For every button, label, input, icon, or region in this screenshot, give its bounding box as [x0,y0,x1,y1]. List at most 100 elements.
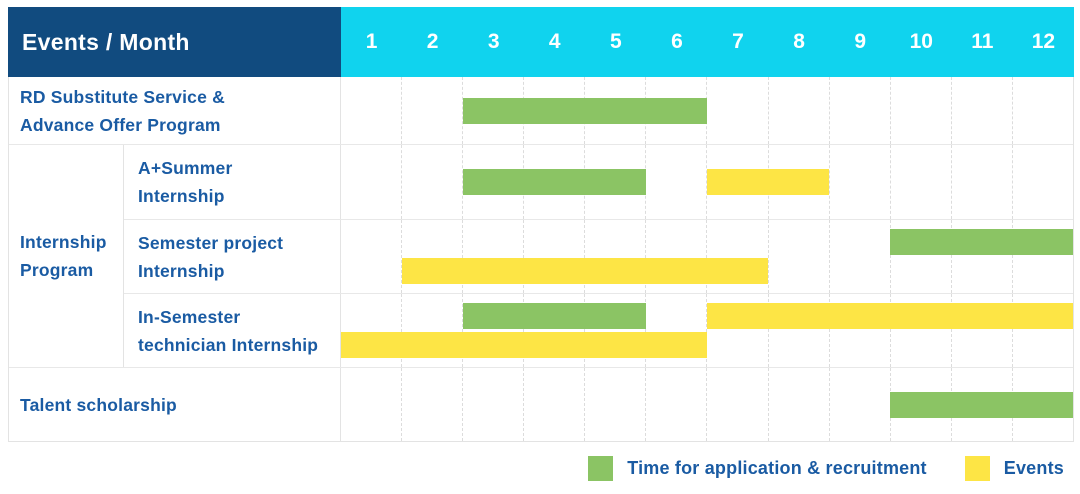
bar-lines [341,368,1073,441]
bar-lines [341,294,1073,367]
legend-item-events: Events [964,456,1064,481]
month-header-2: 2 [426,30,439,53]
grid-cell-month-10 [889,145,951,219]
bar-line [341,391,1073,418]
events-bar [707,303,1073,329]
recruitment-bar [890,391,1073,418]
grid-cell-month-7 [706,294,767,367]
grid-cell-month-6 [645,368,706,441]
table-row-in-semester: In-Semester technician Internship [124,293,1073,367]
internship-program-rows: A+Summer Internship Semester project Int… [124,145,1073,367]
grid-cell-month-7 [706,368,767,441]
table-row-semester-project: Semester project Internship [124,219,1073,293]
bar-line [341,332,1073,358]
legend-item-recruitment: Time for application & recruitment [588,456,927,481]
grid-cell-month-11 [950,145,1012,219]
month-header-5: 5 [610,30,622,53]
grid-cell-month-7 [706,220,767,293]
table-row-talent-scholarship: Talent scholarship [9,367,1073,441]
table-row-rd-substitute: RD Substitute Service & Advance Offer Pr… [9,76,1073,144]
grid-cell-month-3 [462,368,523,441]
gantt-table: Events / Month 1 2 3 4 5 6 7 8 9 10 11 12 RD Substi… [8,7,1074,442]
events-swatch-icon [964,456,990,481]
grid-cell-month-2 [401,294,462,367]
bar-lines [341,220,1073,293]
bar-line [341,258,1073,284]
grid-cell-month-2 [401,145,462,219]
month-gridlines [341,294,1073,367]
recruitment-bar [463,303,646,329]
bar-line [341,303,1073,329]
recruitment-bar [463,97,707,124]
month-header-10: 10 [909,30,933,53]
grid-cell-month-5 [584,294,645,367]
grid-cell-month-12 [1011,145,1073,219]
grid-cell-month-3 [462,77,523,144]
row-label-in-semester: In-Semester technician Internship [124,294,341,367]
legend-label-events: Events [1003,458,1064,478]
row-label-a-summer: A+Summer Internship [124,145,341,219]
grid-cell-month-3 [462,294,523,367]
grid-cell-month-4 [523,368,584,441]
grid-cell-month-10 [889,220,951,293]
grid-cell-month-8 [767,220,829,293]
grid-cell-month-12 [1011,294,1073,367]
events-month-header-cell: Events / Month [8,7,341,77]
month-header-8: 8 [793,30,805,53]
grid-cell-month-9 [828,77,890,144]
timeline-a-summer [341,145,1073,219]
bar-line [341,97,1073,124]
row-label-talent-scholarship: Talent scholarship [9,368,341,441]
grid-cell-month-10 [889,294,951,367]
recruitment-bar [890,229,1073,255]
grid-cell-month-8 [767,294,829,367]
timeline-talent-scholarship [341,368,1073,441]
events-bar [341,332,707,358]
grid-cell-month-4 [523,220,584,293]
events-bar [707,169,829,195]
grid-cell-month-2 [401,77,462,144]
grid-cell-month-11 [950,77,1012,144]
bar-lines [341,77,1073,144]
grid-cell-month-9 [828,294,890,367]
grid-cell-month-3 [462,145,523,219]
timeline-in-semester [341,294,1073,367]
grid-cell-month-2 [401,220,462,293]
month-header-11: 11 [971,30,994,53]
month-header-row: 1 2 3 4 5 6 7 8 9 10 11 12 [341,7,1074,77]
bar-lines [341,145,1073,219]
grid-cell-month-11 [950,294,1012,367]
grid-cell-month-5 [584,368,645,441]
group-label-internship-program: Internship Program [9,145,124,367]
grid-cell-month-3 [462,220,523,293]
legend: Time for application & recruitment Event… [8,456,1064,481]
grid-cell-month-6 [645,294,706,367]
grid-cell-month-9 [828,220,890,293]
table-row-a-summer: A+Summer Internship [124,145,1073,219]
month-header-3: 3 [487,30,500,53]
month-header-1: 1 [365,30,378,53]
grid-cell-month-9 [828,368,890,441]
recruitment-bar [463,169,646,195]
timeline-rd-substitute [341,77,1073,144]
timeline-semester-project [341,220,1073,293]
grid-cell-month-5 [584,220,645,293]
recruitment-swatch-icon [588,456,614,481]
grid-cell-month-6 [645,220,706,293]
grid-cell-month-12 [1011,220,1073,293]
internship-program-section: Internship Program A+Summer Internship S… [9,144,1073,367]
bar-line [341,229,1073,255]
grid-cell-month-11 [950,220,1012,293]
events-bar [402,258,768,284]
table-header: Events / Month 1 2 3 4 5 6 7 8 9 10 11 12 [8,7,1074,77]
legend-label-recruitment: Time for application & recruitment [627,458,927,478]
month-header-7: 7 [732,30,744,53]
grid-cell-month-8 [767,77,829,144]
grid-cell-month-12 [1011,77,1073,144]
grid-cell-month-10 [889,77,951,144]
month-header-4: 4 [548,30,561,53]
row-label-rd-substitute: RD Substitute Service & Advance Offer Pr… [9,77,341,144]
month-gridlines [341,220,1073,293]
grid-cell-month-8 [767,368,829,441]
